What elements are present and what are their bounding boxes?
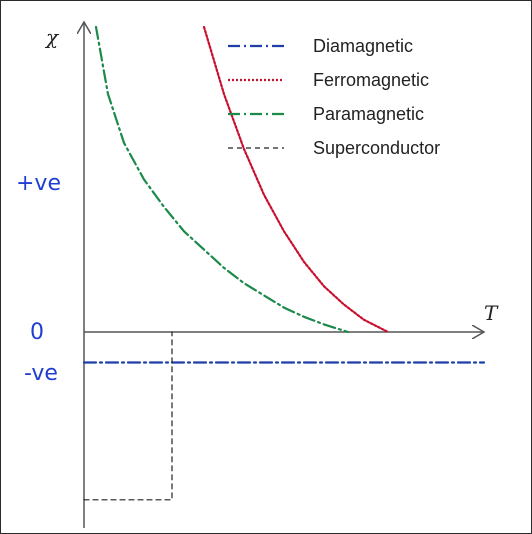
legend-label-diamagnetic: Diamagnetic (313, 36, 413, 56)
x-axis-label: T (484, 301, 499, 325)
y-axis-label: χ (44, 25, 60, 49)
y-tick-positive-label: +ve (16, 171, 61, 196)
legend-label-superconductor: Superconductor (313, 138, 440, 158)
series-line-superconductor (83, 331, 173, 501)
legend-label-ferromagnetic: Ferromagnetic (313, 70, 429, 90)
legend-label-paramagnetic: Paramagnetic (313, 104, 424, 124)
y-tick-negative-label: -ve (24, 361, 58, 386)
y-tick-zero-label: 0 (30, 320, 44, 345)
series-line-paramagnetic (94, 25, 350, 334)
series-line-ferromagnetic (202, 25, 390, 334)
